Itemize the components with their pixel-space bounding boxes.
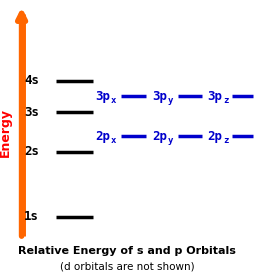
Text: 3p: 3p [207, 90, 222, 103]
Text: y: y [168, 136, 173, 145]
Text: 4s: 4s [24, 74, 39, 87]
Text: Energy: Energy [0, 108, 12, 157]
Text: x: x [111, 96, 116, 105]
Text: 3p: 3p [95, 90, 110, 103]
Text: Relative Energy of s and p Orbitals: Relative Energy of s and p Orbitals [18, 247, 236, 257]
Text: (d orbitals are not shown): (d orbitals are not shown) [60, 262, 194, 272]
Text: 3s: 3s [24, 106, 39, 119]
Text: 2p: 2p [152, 130, 167, 143]
Text: z: z [223, 96, 228, 105]
Text: 2p: 2p [207, 130, 222, 143]
Text: y: y [168, 96, 173, 105]
Text: z: z [223, 136, 228, 145]
Text: 2s: 2s [24, 145, 39, 158]
Text: 3p: 3p [152, 90, 167, 103]
Text: x: x [111, 136, 116, 145]
Text: 2p: 2p [95, 130, 110, 143]
Text: 1s: 1s [24, 211, 39, 223]
